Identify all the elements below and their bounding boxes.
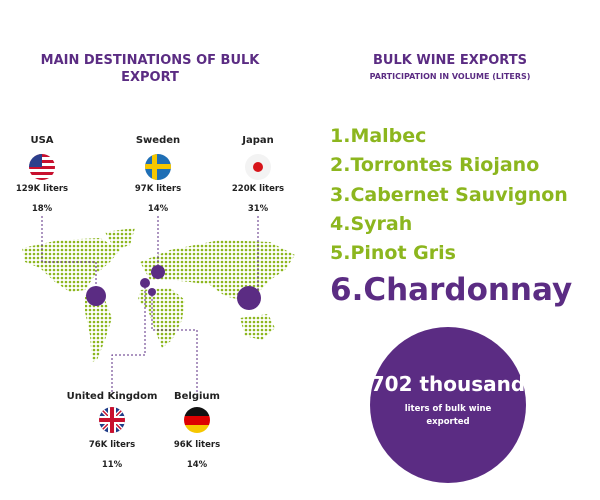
flag-germany: [184, 407, 210, 433]
flag-japan: [245, 154, 271, 180]
variety: 6.Chardonnay: [330, 272, 573, 308]
variety: 5.Pinot Gris: [330, 242, 456, 264]
country-name: Belgium: [174, 391, 220, 402]
country-volume: 96K liters: [173, 440, 221, 450]
left-title: MAIN DESTINATIONS OF BULK EXPORT: [40, 53, 260, 85]
country-volume: 97K liters: [134, 184, 182, 194]
flag-sweden: [145, 154, 171, 180]
right-subtitle: PARTICIPATION IN VOLUME (LITERS): [369, 72, 531, 81]
leader-lines: [41, 216, 259, 392]
total-value: 702 thousand: [370, 372, 526, 396]
total-circle: [370, 327, 526, 483]
right-title: BULK WINE EXPORTS: [373, 53, 527, 68]
country-share: 14%: [186, 460, 208, 470]
country-name: United Kingdom: [66, 391, 158, 402]
variety: 4.Syrah: [330, 213, 413, 235]
variety: 3.Cabernet Sauvignon: [330, 184, 568, 206]
country-volume: 76K liters: [88, 440, 136, 450]
country-share: 31%: [247, 204, 269, 214]
country-share: 18%: [31, 204, 53, 214]
country-name: Japan: [242, 135, 274, 146]
variety: 1.Malbec: [330, 125, 427, 147]
flag-usa: [29, 154, 55, 180]
country-volume: 220K liters: [231, 184, 285, 194]
world-map: [22, 228, 295, 362]
flag-uk: [99, 407, 125, 433]
country-name: Sweden: [135, 135, 181, 146]
country-volume: 129K liters: [15, 184, 69, 194]
country-share: 14%: [147, 204, 169, 214]
country-share: 11%: [101, 460, 123, 470]
map-bubbles: [86, 265, 261, 310]
country-name: USA: [30, 135, 54, 146]
total-caption: liters of bulk wine exported: [404, 404, 492, 427]
variety: 2.Torrontes Riojano: [330, 154, 540, 176]
